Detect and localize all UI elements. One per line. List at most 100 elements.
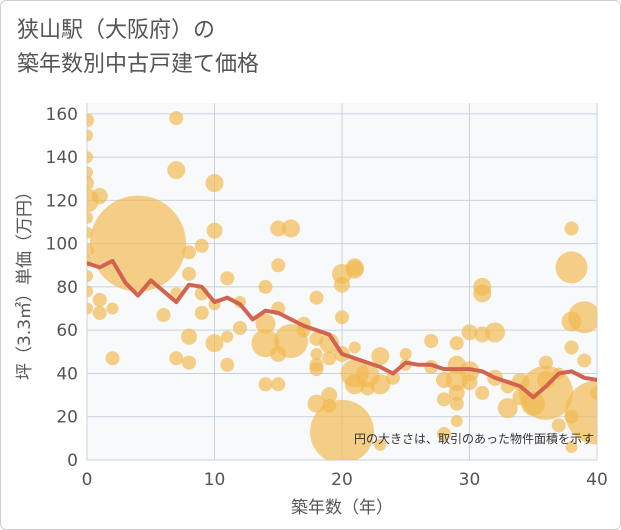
y-tick-label: 60 — [56, 321, 78, 341]
y-tick-label: 80 — [56, 278, 78, 298]
bubble-point — [321, 387, 338, 404]
bubble-size-note: 円の大きさは、取引のあった物件面積を示す — [354, 431, 594, 446]
y-tick-label: 160 — [46, 105, 78, 125]
x-tick-labels: 0 10 20 30 40 — [82, 470, 608, 490]
bubble-point — [87, 270, 93, 283]
bubble-point — [282, 219, 300, 238]
bubble-point — [169, 351, 184, 366]
bubble-point — [194, 305, 209, 320]
y-tick-label: 0 — [67, 451, 78, 471]
bubble-point — [87, 166, 93, 179]
bubble-point — [555, 251, 588, 284]
bubble-point — [577, 353, 592, 368]
bubble-point — [233, 321, 247, 336]
bubble-point — [335, 310, 349, 325]
y-axis-label: 坪（3.3㎡）単価（万円） — [15, 183, 35, 380]
bubble-point — [564, 221, 579, 236]
y-tick-label: 120 — [46, 191, 78, 211]
bubble-point — [424, 334, 439, 348]
bubble-point — [450, 415, 463, 428]
bubble-point — [87, 129, 93, 142]
bubble-point — [348, 341, 361, 354]
bubble-point — [220, 271, 235, 286]
bubble-point — [87, 113, 94, 128]
bubble-point — [565, 380, 597, 445]
bubble-point — [497, 398, 518, 419]
bubble-point — [345, 260, 364, 279]
bubble-point — [461, 324, 478, 341]
bubble-point — [310, 347, 323, 360]
bubble-point — [106, 302, 119, 315]
chart-title: 狭山駅（大阪府）の 築年数別中古戸建て価格 — [17, 18, 260, 77]
bubble-point — [90, 195, 186, 292]
y-tick-label: 40 — [56, 364, 78, 384]
bubble-point — [322, 351, 337, 366]
bubble-point — [181, 328, 197, 345]
bubble-point — [437, 392, 451, 407]
bubble-point — [92, 292, 107, 307]
x-tick-label: 20 — [331, 470, 353, 490]
bubble-point — [539, 355, 553, 370]
bubble-point — [564, 340, 579, 355]
bubble-point — [449, 336, 464, 351]
bubble-point — [309, 290, 324, 305]
x-tick-label: 10 — [204, 470, 226, 490]
bubble-point — [255, 313, 276, 334]
x-tick-label: 30 — [459, 470, 481, 490]
bubble-point — [87, 176, 94, 191]
bubble-point — [182, 355, 196, 370]
bubble-point — [87, 302, 93, 315]
bubble-point — [258, 377, 273, 392]
bubble-point — [449, 396, 464, 411]
trend-layer — [87, 258, 597, 400]
bubble-point — [205, 334, 224, 353]
bubble-point — [448, 384, 465, 401]
bubble-point — [437, 427, 451, 442]
bubble-point — [270, 220, 287, 237]
bubble-point — [205, 174, 224, 193]
bubble-point — [473, 284, 492, 303]
bubble-point — [258, 279, 273, 294]
bubble-point — [87, 285, 93, 298]
bubble-point — [156, 308, 171, 323]
bubble-point — [194, 238, 209, 253]
bubble-point — [371, 347, 390, 366]
bubble-point — [271, 258, 286, 273]
bubble-point — [182, 245, 196, 260]
bubble-point — [551, 418, 566, 433]
bubble-point — [206, 222, 223, 239]
bubble-point — [271, 377, 286, 392]
bubble-point — [565, 441, 578, 454]
bubble-point — [105, 351, 120, 366]
bubble-point — [461, 374, 478, 391]
y-tick-label: 140 — [46, 148, 78, 168]
y-tick-labels: 0 20 40 60 80 100 120 140 160 — [46, 105, 78, 471]
bubble-point — [87, 151, 93, 164]
bubble-point — [309, 362, 324, 377]
bubble-point — [220, 357, 235, 372]
bubble-point — [182, 266, 196, 281]
bubble-point — [370, 374, 391, 395]
x-tick-label: 0 — [82, 470, 93, 490]
bubble-point — [334, 276, 350, 293]
bubble-point — [519, 365, 573, 420]
y-tick-label: 20 — [56, 408, 78, 428]
bubble-point — [374, 438, 387, 451]
bubble-point — [169, 111, 184, 126]
bubble-point — [399, 347, 412, 360]
bubble-point — [568, 301, 597, 334]
bubble-point — [475, 385, 490, 400]
x-axis-label: 築年数（年） — [291, 498, 393, 518]
bubble-point — [221, 330, 234, 343]
bubble-point — [485, 322, 505, 343]
y-tick-label: 100 — [46, 235, 78, 255]
bubble-point — [87, 211, 93, 224]
bubble-point — [92, 305, 107, 320]
bubble-point — [310, 399, 374, 460]
bubble-point — [386, 370, 400, 385]
x-tick-label: 40 — [586, 470, 608, 490]
trend-line — [87, 258, 597, 400]
bubble-point — [167, 161, 186, 180]
bubble-point — [319, 333, 340, 354]
